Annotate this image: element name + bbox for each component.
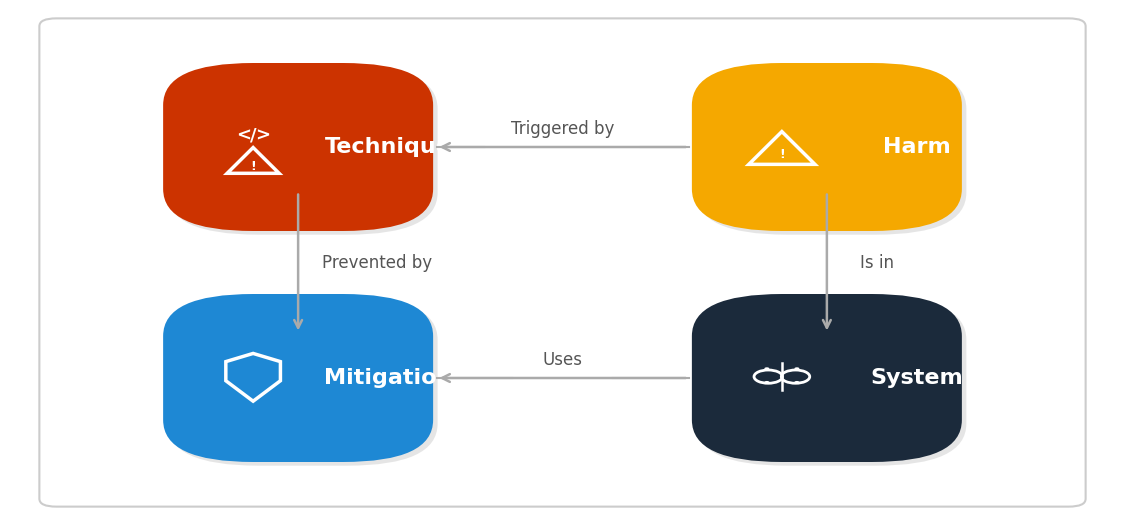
Text: Mitigation: Mitigation bbox=[324, 368, 452, 388]
Text: Uses: Uses bbox=[542, 351, 583, 369]
FancyBboxPatch shape bbox=[692, 63, 962, 231]
Text: >: > bbox=[255, 127, 270, 144]
FancyBboxPatch shape bbox=[696, 298, 966, 466]
Text: !: ! bbox=[250, 160, 256, 173]
Text: Is in: Is in bbox=[861, 254, 894, 271]
Text: !: ! bbox=[778, 149, 785, 161]
FancyBboxPatch shape bbox=[168, 298, 438, 466]
Text: Harm: Harm bbox=[883, 137, 951, 157]
FancyBboxPatch shape bbox=[163, 63, 433, 231]
Text: Technique: Technique bbox=[325, 137, 451, 157]
Text: <: < bbox=[236, 127, 251, 144]
FancyBboxPatch shape bbox=[39, 18, 1086, 507]
FancyBboxPatch shape bbox=[163, 294, 433, 462]
Circle shape bbox=[764, 381, 770, 383]
Circle shape bbox=[794, 368, 800, 370]
Circle shape bbox=[794, 381, 800, 383]
Text: Prevented by: Prevented by bbox=[322, 254, 432, 271]
FancyBboxPatch shape bbox=[692, 294, 962, 462]
FancyBboxPatch shape bbox=[696, 67, 966, 235]
Text: System: System bbox=[871, 368, 963, 388]
Polygon shape bbox=[749, 132, 814, 164]
Polygon shape bbox=[227, 148, 279, 173]
Text: /: / bbox=[250, 127, 256, 144]
FancyBboxPatch shape bbox=[168, 67, 438, 235]
Circle shape bbox=[764, 368, 770, 370]
Text: Triggered by: Triggered by bbox=[511, 120, 614, 138]
